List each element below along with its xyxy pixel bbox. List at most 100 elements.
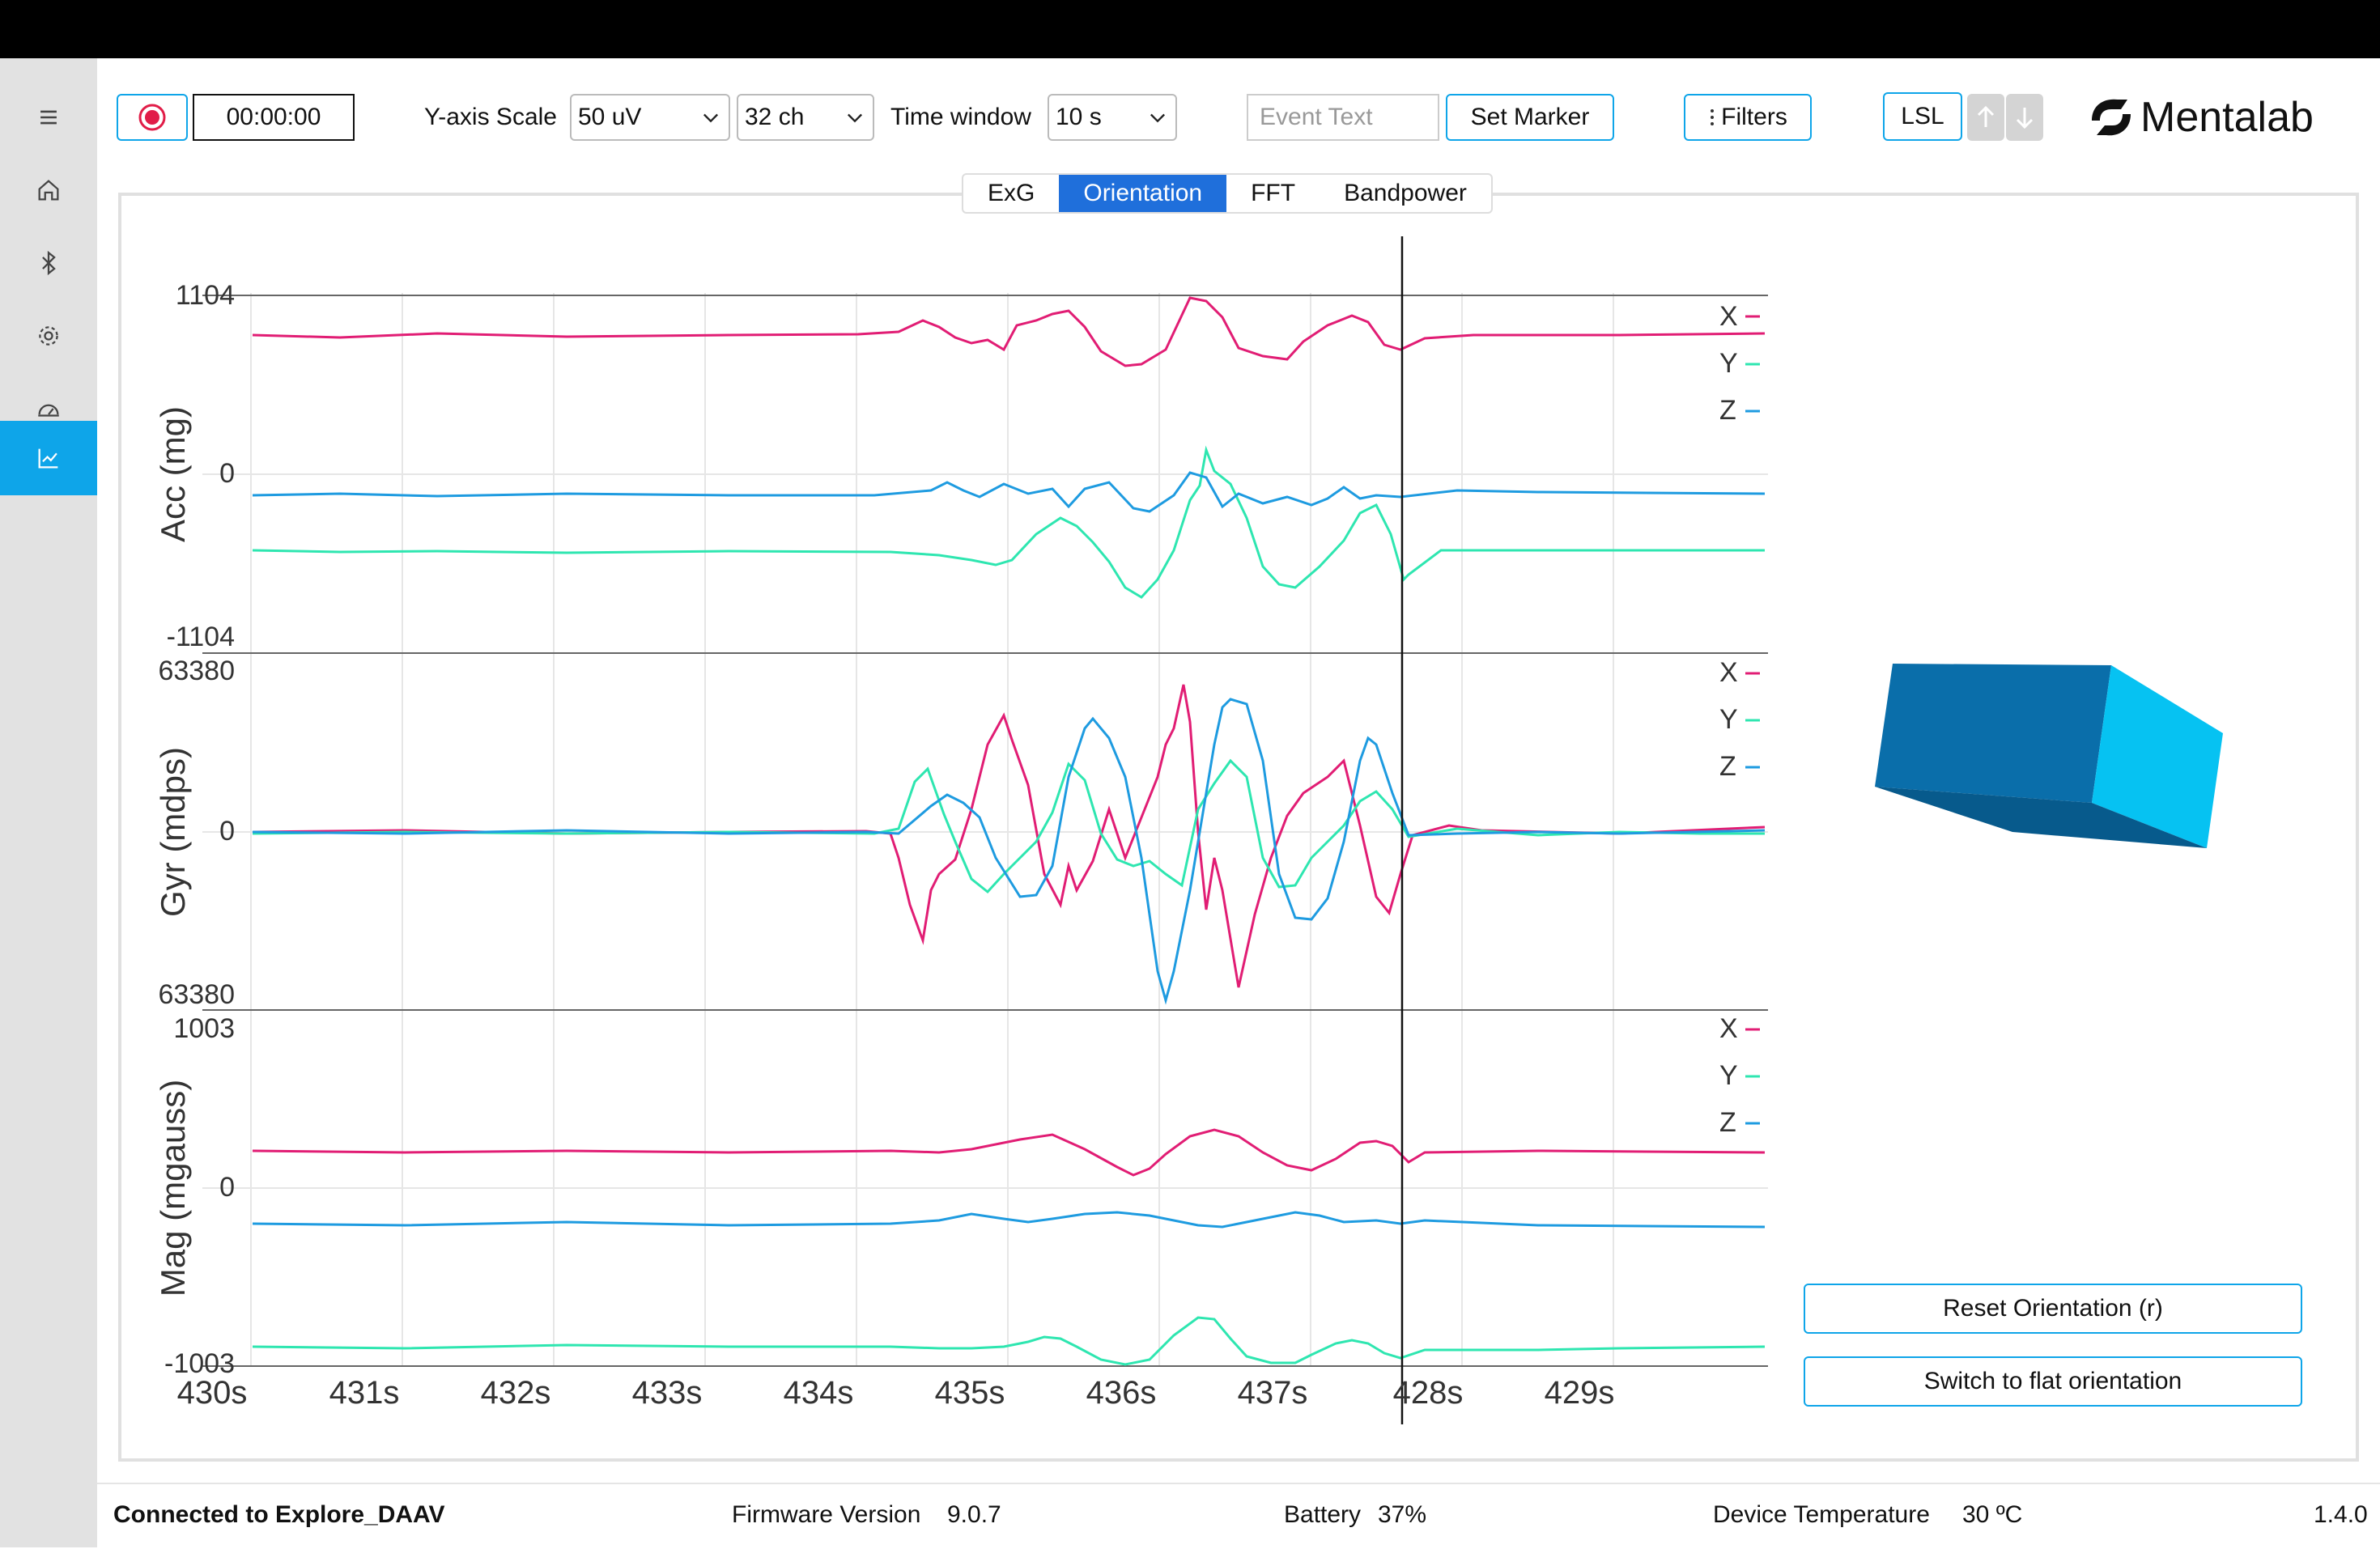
chevron-down-icon [703,113,718,123]
temperature-label: Device Temperature [1713,1501,1930,1528]
gyr-ytick-max: 63380 [158,656,235,686]
firmware-value: 9.0.7 [947,1501,1001,1528]
home-icon [38,180,59,201]
record-icon [138,104,166,131]
y-axis-scale-select[interactable]: 50 uV [570,94,730,141]
box-bottom-face [1875,787,2207,848]
y-axis-scale-label: Y-axis Scale [424,104,557,130]
acc-ytick-zero: 0 [219,458,235,489]
brand-logo: Mentalab [2085,89,2314,146]
orientation-3d-box[interactable] [1875,664,2223,848]
acc-legend-y: Y [1719,348,1738,379]
gyr-z-line [252,698,1766,1005]
x-tick-label: 430s [177,1375,248,1411]
menu-icon [40,110,57,125]
record-button[interactable] [117,94,188,141]
acc-y-line [252,445,1765,599]
status-bar [97,1483,2380,1549]
x-tick-label: 433s [632,1375,703,1411]
sidebar-item-bluetooth[interactable] [0,227,97,299]
sidebar-item-settings[interactable] [0,299,97,372]
arrow-down-icon [2016,108,2034,129]
lsl-button[interactable]: LSL [1883,92,1962,141]
acc-x-line [252,296,1766,367]
acc-legend-x: X [1719,301,1738,332]
tab-bandpower[interactable]: Bandpower [1344,180,1467,206]
mag-axis-label: Mag (mgauss) [154,1080,192,1296]
channel-count-select[interactable]: 32 ch [737,94,874,141]
acc-z-line [252,471,1766,513]
x-tick-label: 436s [1086,1375,1157,1411]
x-tick-label: 434s [784,1375,854,1411]
tab-orientation[interactable]: Orientation [1059,175,1227,212]
channel-count-value: 32 ch [745,104,805,130]
mag-x-line [252,1128,1766,1177]
visualization-panel [118,193,2359,1462]
filters-button[interactable]: Filters [1684,94,1812,141]
sidebar-item-home[interactable] [0,154,97,227]
set-marker-button[interactable]: Set Marker [1446,94,1614,141]
mag-ytick-zero: 0 [219,1172,235,1203]
mag-z-line [252,1211,1766,1229]
bluetooth-icon [42,250,56,276]
acc-axis-label: Acc (mg) [154,406,192,542]
panel-dividers [202,295,1768,1367]
mag-ytick-min: -1003 [164,1348,235,1379]
chevron-down-icon [1150,113,1165,123]
gyr-legend-z: Z [1719,751,1736,782]
acc-traces [252,296,1766,599]
brand-name: Mentalab [2140,94,2314,141]
recording-timer: 00:00:00 [193,94,355,141]
mag-legend-x: X [1719,1013,1738,1044]
sidebar [0,58,97,1547]
tab-exg[interactable]: ExG [988,180,1035,206]
sidebar-item-visualization[interactable] [0,421,97,495]
arrow-up-icon [1977,105,1995,127]
temperature-value: 30 ºC [1962,1501,2023,1528]
acc-ytick-max: 1104 [176,280,235,311]
time-window-label: Time window [890,104,1031,130]
dashboard-icon [38,404,59,417]
gyr-legend-x: X [1719,657,1738,688]
acc-ytick-min: -1104 [167,622,235,652]
y-axis-scale-value: 50 uV [578,104,642,130]
gear-icon [39,326,58,346]
time-window-value: 10 s [1056,104,1102,130]
scroll-up-button[interactable] [1967,94,2004,141]
switch-flat-orientation-button[interactable]: Switch to flat orientation [1804,1356,2302,1407]
gyr-ytick-zero: 0 [219,816,235,847]
chevron-down-icon [848,113,862,123]
x-tick-label: 431s [329,1375,400,1411]
box-front-face [1875,664,2111,803]
x-tick-label: 435s [935,1375,1005,1411]
firmware-label: Firmware Version [732,1501,921,1528]
battery-label: Battery [1284,1501,1362,1528]
mag-y-line [252,1316,1766,1366]
mag-legend-z: Z [1719,1107,1736,1138]
acc-legend-z: Z [1719,395,1736,426]
kebab-icon [1711,109,1715,125]
filters-label: Filters [1721,104,1787,130]
time-window-select[interactable]: 10 s [1048,94,1177,141]
x-tick-label: 437s [1238,1375,1308,1411]
mag-ytick-max: 1003 [173,1013,235,1044]
mag-traces [252,1128,1766,1366]
reset-orientation-button[interactable]: Reset Orientation (r) [1804,1284,2302,1334]
gyr-x-line [252,684,1766,988]
view-tabs: ExG Orientation FFT Bandpower [962,173,1493,214]
sidebar-item-dashboard[interactable] [0,372,97,445]
gyr-ytick-min: 63380 [158,979,235,1010]
gyr-legend-y: Y [1719,704,1738,735]
mag-legend-y: Y [1719,1060,1738,1091]
event-text-input[interactable]: Event Text [1247,94,1439,141]
gyr-traces [252,684,1766,1005]
connection-status: Connected to Explore_DAAV [113,1501,445,1528]
tab-fft[interactable]: FFT [1251,180,1296,206]
scroll-down-button[interactable] [2006,94,2043,141]
top-bar [0,0,2380,58]
menu-button[interactable] [0,81,97,154]
battery-value: 37% [1378,1501,1427,1528]
x-grid [250,293,1614,1366]
mentalab-logo-icon [2092,99,2131,136]
